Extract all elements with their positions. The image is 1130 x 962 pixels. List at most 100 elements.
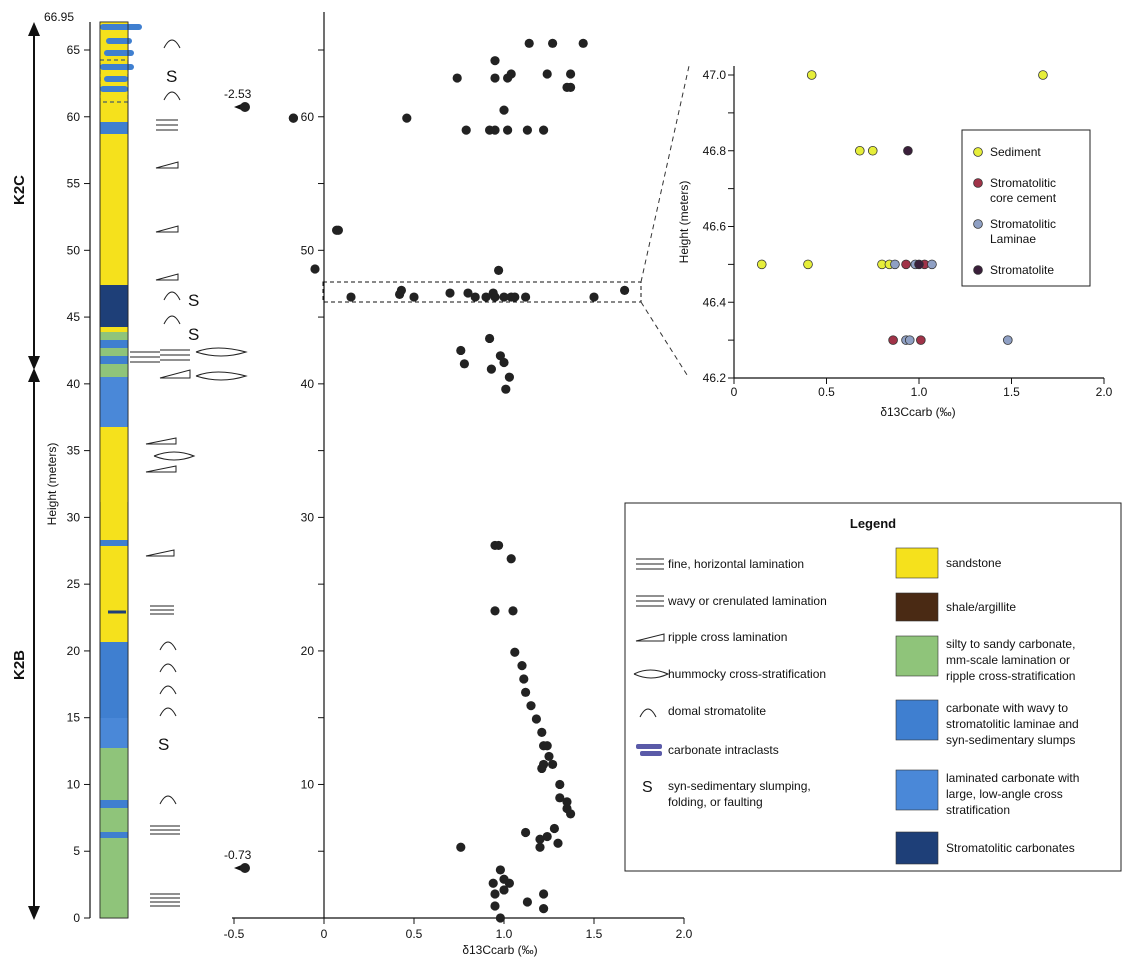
unit-label-k2c: K2C <box>11 175 28 205</box>
inset-data-point <box>888 335 898 345</box>
slump-icon: S <box>188 325 199 344</box>
lithology-legend: Legend fine, horizontal lamination wavy o… <box>624 502 1122 872</box>
column-tick-label: 55 <box>67 177 81 191</box>
inset-data-point <box>927 259 937 270</box>
inset-data-point <box>854 145 865 156</box>
domal-stromatolite-icon <box>159 641 177 651</box>
main-x-tick-label: 0.5 <box>406 927 423 941</box>
column-tick-label: 35 <box>67 444 81 458</box>
column-tick-label: 50 <box>67 243 81 257</box>
slump-S-icon: S <box>642 779 653 796</box>
data-point <box>566 809 576 819</box>
main-xlabel: δ13Ccarb (‰) <box>462 943 537 957</box>
legend-entry: Stromatolitic <box>990 217 1056 231</box>
data-point <box>535 834 545 844</box>
data-point <box>499 292 509 302</box>
offscale-top: -2.53 <box>224 87 252 112</box>
svg-text:-0.73: -0.73 <box>224 848 252 862</box>
column-tick-label: 65 <box>67 43 81 57</box>
ripple-cross-lamination-icon <box>145 549 175 557</box>
legend-entry: laminated carbonate with <box>946 771 1079 785</box>
main-y-tick-label: 20 <box>301 644 315 658</box>
unit-arrows: K2C K2B <box>11 22 40 920</box>
data-point <box>542 69 552 79</box>
data-point <box>495 913 505 923</box>
stratigraphic-column <box>99 21 142 919</box>
data-point <box>562 82 572 92</box>
data-point <box>504 878 514 888</box>
legend-title: Legend <box>850 516 896 531</box>
data-point <box>494 540 504 551</box>
sedimentary-symbols <box>108 39 248 907</box>
legend-entry: Stromatolitic <box>990 176 1056 190</box>
wavy-lamination-icon <box>636 595 664 607</box>
inset-data-point <box>914 259 924 270</box>
data-point <box>503 73 513 83</box>
data-point <box>524 38 534 48</box>
data-point <box>488 878 498 888</box>
data-point <box>395 289 405 299</box>
legend-entry: wavy or crenulated lamination <box>667 594 827 608</box>
arrow-down-icon <box>28 356 40 370</box>
column-ylabel: Height (meters) <box>45 443 59 526</box>
hummocky-cross-stratification-icon <box>633 669 670 679</box>
data-point <box>535 842 545 852</box>
data-point <box>522 897 533 907</box>
legend-marker <box>973 178 983 188</box>
wavy-lamination-icon <box>150 605 174 615</box>
data-point <box>485 333 495 344</box>
data-point <box>499 357 509 368</box>
data-point <box>463 288 473 298</box>
data-point <box>537 763 547 774</box>
carbonate-intraclasts-icon <box>636 744 662 756</box>
data-point <box>503 125 513 135</box>
data-point <box>548 38 558 48</box>
data-point <box>521 687 531 697</box>
main-x-tick-label: 0 <box>321 927 328 941</box>
data-point <box>402 113 412 123</box>
column-height-axis: 0 5 10 15 20 25 30 35 40 45 50 55 60 65 66.95 Height … <box>44 10 91 925</box>
legend-entry: ripple cross lamination <box>668 630 787 644</box>
legend-marker <box>973 147 983 157</box>
legend-entry: syn-sedimentary slumps <box>946 733 1075 747</box>
data-point <box>510 647 520 657</box>
inset-data-point <box>904 335 915 345</box>
slump-icon: S <box>158 735 169 754</box>
data-point <box>470 292 480 302</box>
main-x-tick-label: 2.0 <box>676 927 693 941</box>
offscale-bottom: -0.73 <box>224 848 252 873</box>
domal-stromatolite-icon <box>163 39 181 49</box>
legend-entry: large, low-angle cross <box>946 787 1063 801</box>
domal-stromatolite-icon <box>159 707 177 717</box>
data-point <box>490 901 500 911</box>
data-point <box>506 292 516 302</box>
inset-y-tick-label: 46.6 <box>703 220 727 234</box>
lithology-swatch <box>895 769 939 811</box>
svg-text:-2.53: -2.53 <box>224 87 252 101</box>
data-point <box>539 904 549 914</box>
inset-y-tick-label: 47.0 <box>703 68 727 82</box>
data-point <box>555 793 565 803</box>
data-point <box>490 889 500 899</box>
data-point <box>517 661 527 671</box>
legend-entry: syn-sedimentary slumping, <box>668 779 811 793</box>
ripple-cross-lamination-icon <box>145 437 177 473</box>
data-point <box>456 842 466 852</box>
data-point <box>481 292 491 302</box>
inset-data-point <box>803 259 813 270</box>
inset-x-tick-label: 1.0 <box>911 385 928 399</box>
legend-entry: fine, horizontal lamination <box>668 557 804 571</box>
hummocky-cross-stratification-icon <box>195 347 248 357</box>
inset-ylabel: Height (meters) <box>677 181 691 264</box>
lithology-swatch <box>895 831 939 865</box>
ripple-cross-lamination-icon <box>155 161 179 169</box>
column-tick-label: 25 <box>67 577 81 591</box>
data-point <box>522 125 533 135</box>
legend-entry: silty to sandy carbonate, <box>946 637 1075 651</box>
lithology-swatch <box>895 699 939 741</box>
inset-y-tick-label: 46.2 <box>703 371 727 385</box>
main-y-tick-label: 40 <box>301 377 315 391</box>
legend-entry: carbonate with wavy to <box>946 701 1068 715</box>
data-point <box>346 292 356 302</box>
